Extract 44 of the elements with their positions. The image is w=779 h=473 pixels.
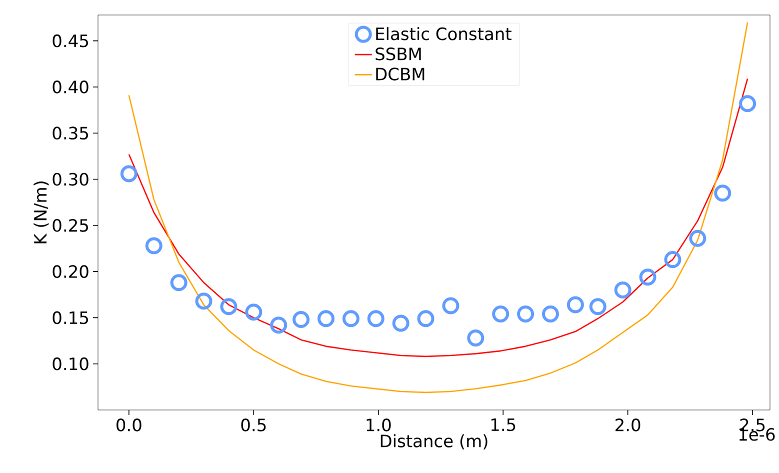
point	[442, 297, 460, 314]
point	[517, 306, 534, 323]
point	[714, 184, 732, 202]
y-tick-label: 0.45	[52, 34, 88, 48]
y-tick-label: 0.25	[52, 218, 88, 232]
y-tick-label: 0.15	[52, 311, 88, 324]
y-tick-label: 0.20	[52, 265, 88, 278]
point	[589, 298, 606, 316]
y-tick-label: 0.30	[52, 172, 88, 186]
legend-label: DCBM	[376, 68, 424, 80]
point	[614, 282, 632, 299]
point	[467, 330, 484, 346]
y-axis-title: K (N/m)	[34, 182, 49, 244]
point	[689, 230, 706, 247]
x-tick-label: 2.0	[616, 418, 640, 432]
point	[270, 316, 288, 334]
point	[342, 310, 360, 328]
y-tick-label: 0.10	[52, 357, 88, 370]
point	[317, 310, 334, 328]
point	[492, 306, 510, 323]
y-tick-label: 0.35	[52, 126, 88, 140]
point	[367, 310, 384, 328]
legend-label: SSBM	[376, 48, 421, 60]
x-tick-label: 0.0	[116, 418, 142, 432]
point	[120, 165, 138, 182]
legend-label: Elastic Constant	[376, 27, 512, 40]
y-tick-label: 0.40	[52, 80, 88, 94]
point	[170, 274, 188, 292]
x-axis-title: Distance (m)	[380, 434, 488, 450]
point	[195, 292, 212, 310]
point	[392, 314, 410, 332]
point	[639, 268, 656, 286]
point	[245, 304, 262, 321]
point	[566, 296, 584, 314]
point	[739, 95, 756, 112]
x-tick-label: 1.5	[491, 418, 516, 432]
point	[417, 310, 434, 328]
x-tick-label: 0.5	[241, 418, 266, 432]
x-tick-label: 1.0	[366, 418, 391, 432]
point	[664, 251, 682, 268]
point	[542, 306, 559, 323]
point	[220, 298, 238, 316]
point	[145, 237, 162, 254]
point	[292, 311, 310, 328]
